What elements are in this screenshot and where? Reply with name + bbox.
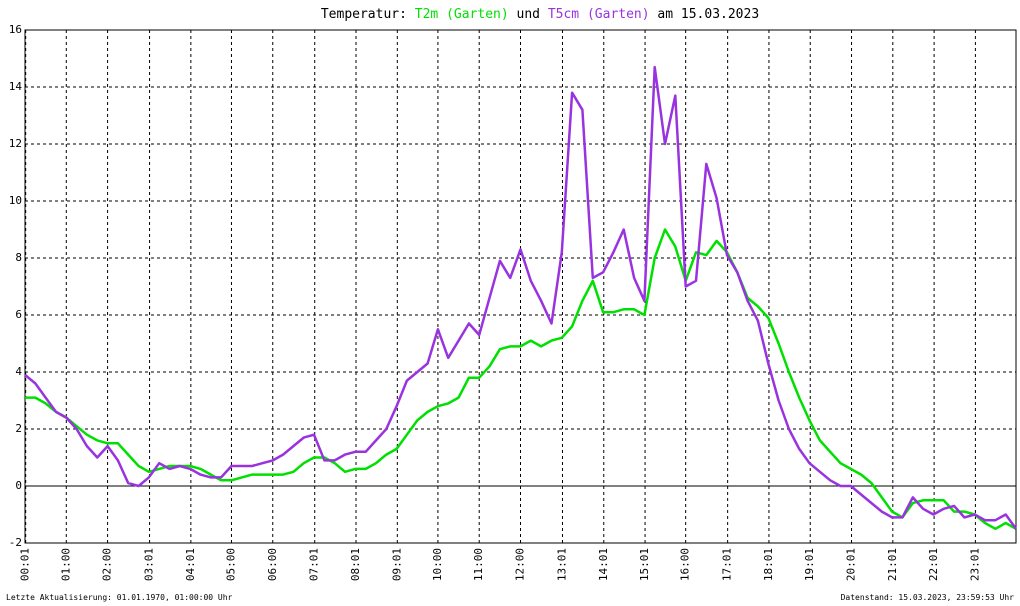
x-tick-label: 14:01 [597, 548, 610, 581]
x-tick-label: 08:01 [349, 548, 362, 581]
x-tick-label: 04:01 [184, 548, 197, 581]
series-line [24, 65, 1018, 530]
x-tick-label: 19:01 [803, 548, 816, 581]
x-tick-label: 01:00 [59, 548, 72, 581]
title-series: T5cm (Garten) [548, 7, 650, 22]
x-tick-label: 22:01 [927, 548, 940, 581]
x-tick-label: 17:01 [721, 548, 734, 581]
x-tick-label: 02:00 [101, 548, 114, 581]
y-tick-label: 4 [15, 365, 22, 378]
x-tick-label: 23:01 [968, 548, 981, 581]
y-tick-label: 12 [9, 137, 22, 150]
x-tick-label: 12:00 [514, 548, 527, 581]
x-tick-label: 05:00 [224, 548, 237, 581]
x-tick-label: 10:00 [431, 548, 444, 581]
x-tick-label: 20:01 [845, 548, 858, 581]
y-tick-label: 10 [9, 194, 22, 207]
x-tick-label: 13:01 [555, 548, 568, 581]
y-tick-label: 0 [15, 479, 22, 492]
y-tick-label: 16 [9, 23, 22, 36]
x-tick-label: 11:00 [472, 548, 485, 581]
title-suffix: am 15.03.2023 [657, 7, 759, 22]
y-tick-label: -2 [9, 536, 22, 549]
title-series: T2m (Garten) [415, 7, 509, 22]
x-tick-label: 06:00 [266, 548, 279, 581]
y-tick-label: 2 [15, 422, 22, 435]
x-tick-label: 18:01 [762, 548, 775, 581]
title-join: und [517, 7, 540, 22]
x-tick-label: 03:01 [143, 548, 156, 581]
y-tick-label: 14 [9, 80, 23, 93]
y-tick-label: 8 [15, 251, 22, 264]
x-tick-label: 21:01 [886, 548, 899, 581]
x-tick-label: 16:00 [679, 548, 692, 581]
y-tick-label: 6 [15, 308, 22, 321]
x-tick-label: 15:01 [638, 548, 651, 581]
x-tick-label: 07:01 [308, 548, 321, 581]
series-line [25, 228, 1017, 531]
x-tick-label: 09:01 [390, 548, 403, 581]
footer-left: Letzte Aktualisierung: 01.01.1970, 01:00… [6, 593, 233, 602]
title-prefix: Temperatur: [321, 7, 407, 22]
footer-right: Datenstand: 15.03.2023, 23:59:53 Uhr [841, 593, 1015, 602]
chart-title: Temperatur: T2m (Garten) und T5cm (Garte… [321, 7, 759, 22]
x-tick-label: 00:01 [19, 548, 32, 581]
